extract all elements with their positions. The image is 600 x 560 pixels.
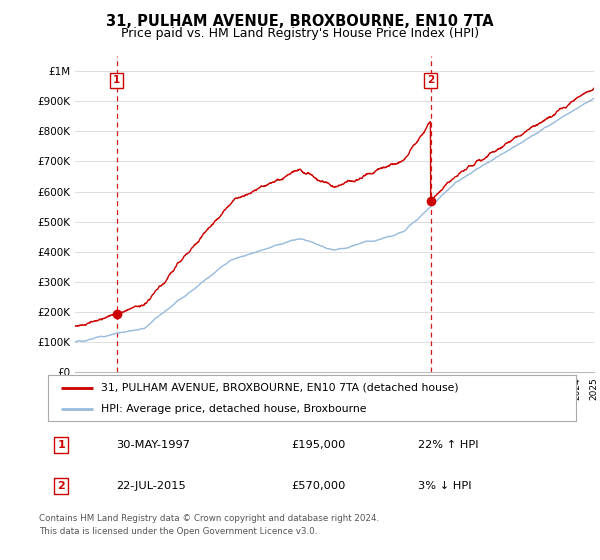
Text: Contains HM Land Registry data © Crown copyright and database right 2024.
This d: Contains HM Land Registry data © Crown c… [39,514,379,535]
Text: £195,000: £195,000 [291,440,345,450]
Text: 22% ↑ HPI: 22% ↑ HPI [418,440,478,450]
Text: 2: 2 [427,75,434,85]
Text: 30-MAY-1997: 30-MAY-1997 [116,440,191,450]
Text: 22-JUL-2015: 22-JUL-2015 [116,480,187,491]
Text: 31, PULHAM AVENUE, BROXBOURNE, EN10 7TA: 31, PULHAM AVENUE, BROXBOURNE, EN10 7TA [106,14,494,29]
Text: 2: 2 [58,480,65,491]
Text: HPI: Average price, detached house, Broxbourne: HPI: Average price, detached house, Brox… [101,404,366,414]
Text: £570,000: £570,000 [291,480,345,491]
Text: 3% ↓ HPI: 3% ↓ HPI [418,480,471,491]
Text: 1: 1 [58,440,65,450]
Text: 1: 1 [113,75,121,85]
Text: 31, PULHAM AVENUE, BROXBOURNE, EN10 7TA (detached house): 31, PULHAM AVENUE, BROXBOURNE, EN10 7TA … [101,382,458,393]
Text: Price paid vs. HM Land Registry's House Price Index (HPI): Price paid vs. HM Land Registry's House … [121,27,479,40]
